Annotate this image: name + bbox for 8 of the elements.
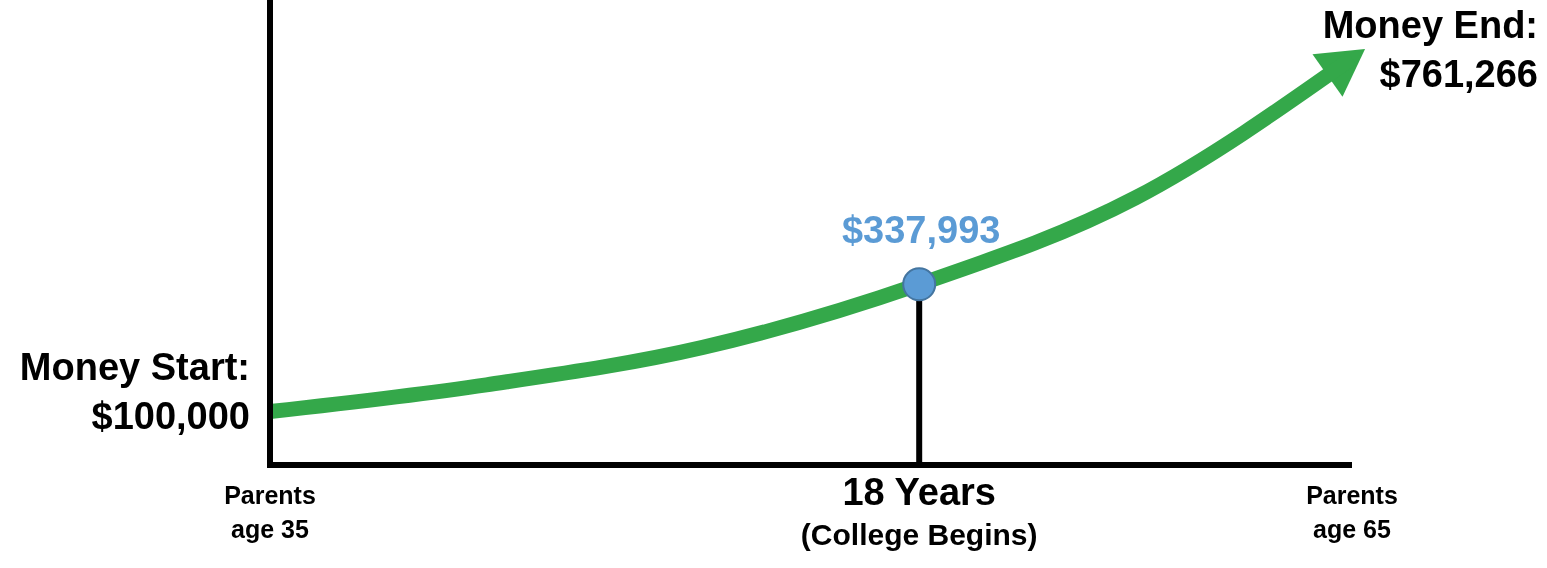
x-tick-label: 18 Years (College Begins) bbox=[800, 471, 1038, 551]
data-label: $761,266 bbox=[1379, 53, 1538, 96]
data-label: $100,000 bbox=[91, 394, 250, 437]
data-label: $337,993 bbox=[841, 209, 1001, 252]
x-tick-label: Parents age 65 bbox=[1306, 481, 1398, 543]
annotation: Money Start: bbox=[19, 345, 250, 388]
x-tick-label: Parents age 35 bbox=[224, 481, 316, 543]
annotation: Money End: bbox=[1322, 4, 1538, 47]
